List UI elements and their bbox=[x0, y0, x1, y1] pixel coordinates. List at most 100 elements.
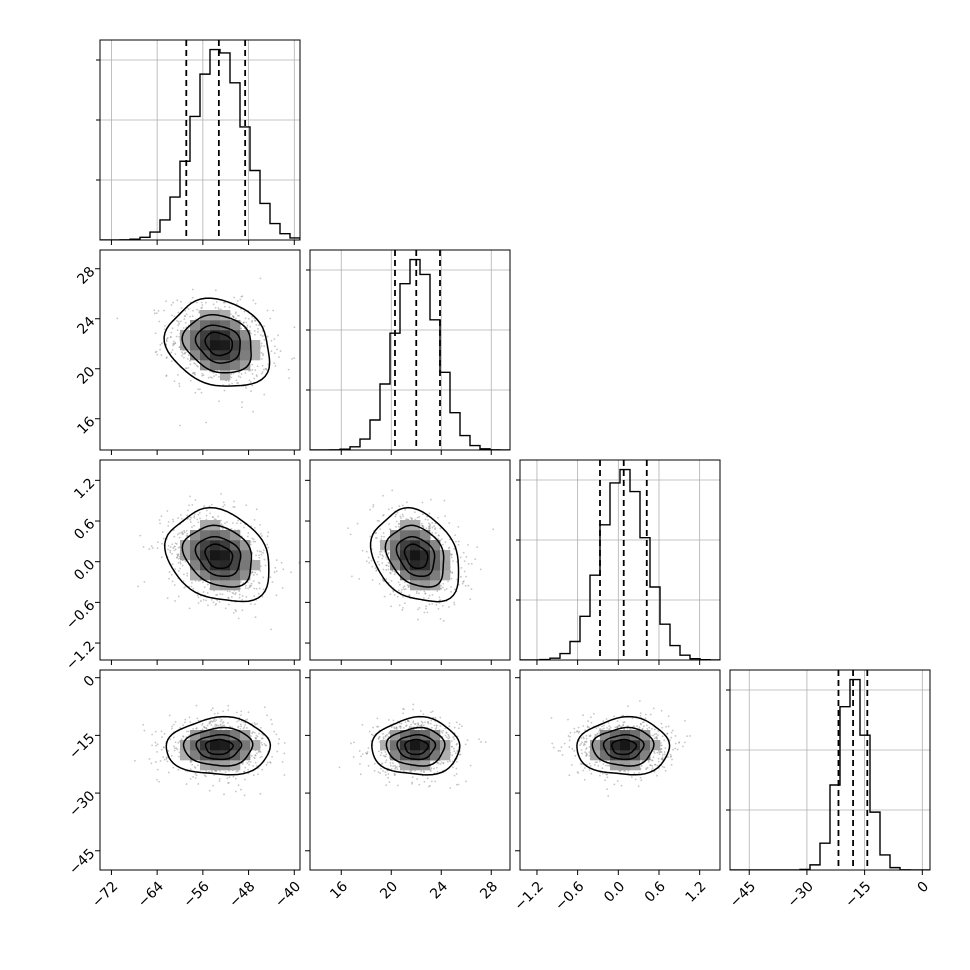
sample-point bbox=[139, 534, 142, 537]
sample-point bbox=[372, 734, 375, 737]
sample-point bbox=[207, 604, 209, 607]
sample-point bbox=[154, 351, 157, 354]
density-cell bbox=[220, 370, 231, 381]
sample-point bbox=[209, 721, 212, 724]
sample-point bbox=[192, 309, 194, 312]
sample-point bbox=[238, 596, 241, 599]
sample-point bbox=[382, 737, 385, 740]
sample-point bbox=[265, 367, 267, 370]
sample-point bbox=[168, 571, 171, 573]
sample-point bbox=[186, 532, 189, 535]
sample-point bbox=[380, 535, 383, 538]
sample-point bbox=[254, 616, 257, 619]
sample-point bbox=[261, 330, 264, 332]
sample-point bbox=[422, 724, 425, 727]
sample-point bbox=[217, 515, 220, 518]
sample-point bbox=[369, 535, 372, 538]
sample-point bbox=[445, 587, 448, 590]
sample-point bbox=[428, 528, 430, 531]
sample-point bbox=[236, 300, 239, 302]
sample-point bbox=[193, 362, 195, 365]
sample-point bbox=[261, 335, 264, 337]
sample-point bbox=[267, 531, 270, 534]
sample-point bbox=[197, 783, 200, 785]
sample-point bbox=[382, 579, 385, 582]
sample-point bbox=[156, 743, 159, 746]
density-cell bbox=[420, 740, 431, 751]
sample-point bbox=[263, 393, 266, 396]
density-cell bbox=[220, 560, 231, 571]
sample-point bbox=[213, 718, 216, 720]
sample-point bbox=[200, 391, 203, 394]
sample-point bbox=[213, 518, 216, 521]
sample-point bbox=[184, 351, 187, 354]
density-cell bbox=[230, 320, 241, 331]
sample-point bbox=[273, 730, 276, 733]
sample-point bbox=[270, 350, 273, 353]
sample-point bbox=[172, 340, 175, 343]
sample-point bbox=[671, 729, 674, 732]
sample-point bbox=[246, 535, 249, 538]
sample-point bbox=[214, 770, 217, 772]
sample-point bbox=[431, 710, 434, 713]
sample-point bbox=[434, 728, 437, 730]
sample-point bbox=[563, 742, 566, 745]
sample-point bbox=[425, 605, 427, 608]
sample-point bbox=[234, 312, 237, 315]
density-cell bbox=[220, 540, 231, 551]
sample-point bbox=[235, 711, 238, 714]
sample-point bbox=[365, 550, 368, 553]
sample-point bbox=[407, 586, 410, 588]
sample-point bbox=[169, 546, 172, 548]
sample-point bbox=[277, 742, 280, 745]
scatter-1-0-contour-0 bbox=[163, 297, 271, 387]
sample-point bbox=[168, 577, 170, 580]
sample-point bbox=[349, 533, 352, 536]
sample-point bbox=[169, 551, 172, 554]
sample-point bbox=[382, 494, 384, 497]
sample-point bbox=[437, 516, 439, 519]
sample-point bbox=[190, 585, 193, 588]
sample-point bbox=[232, 775, 235, 778]
density-cell bbox=[240, 570, 251, 581]
sample-point bbox=[259, 756, 262, 759]
sample-point bbox=[404, 508, 407, 511]
sample-point bbox=[177, 311, 180, 314]
sample-point bbox=[254, 333, 256, 336]
sample-point bbox=[393, 573, 396, 576]
sample-point bbox=[382, 555, 385, 558]
sample-point bbox=[480, 741, 482, 743]
sample-point bbox=[167, 544, 170, 547]
density-cell bbox=[200, 360, 211, 371]
sample-point bbox=[273, 338, 276, 340]
sample-point bbox=[178, 532, 181, 535]
sample-point bbox=[428, 594, 431, 597]
sample-point bbox=[170, 331, 173, 334]
density-cell bbox=[410, 740, 421, 751]
sample-point bbox=[178, 382, 181, 385]
sample-point bbox=[236, 522, 238, 525]
sample-point bbox=[385, 564, 388, 567]
sample-point bbox=[192, 727, 194, 730]
scatter-panel-2-0 bbox=[137, 493, 300, 631]
sample-point bbox=[406, 518, 409, 521]
sample-point bbox=[155, 761, 157, 763]
sample-point bbox=[181, 351, 183, 354]
sample-point bbox=[261, 358, 263, 360]
sample-point bbox=[248, 369, 250, 372]
sample-point bbox=[277, 334, 279, 337]
histogram-panel-2 bbox=[520, 460, 720, 660]
sample-point bbox=[252, 299, 255, 302]
sample-point bbox=[254, 761, 257, 764]
sample-point bbox=[450, 556, 453, 559]
sample-point bbox=[170, 754, 173, 757]
scatter-panel-1-0 bbox=[116, 277, 296, 427]
sample-point bbox=[173, 535, 176, 538]
sample-point bbox=[181, 533, 184, 535]
sample-point bbox=[184, 718, 187, 721]
sample-point bbox=[429, 784, 431, 787]
sample-point bbox=[256, 375, 258, 378]
sample-point bbox=[196, 308, 199, 311]
sample-point bbox=[228, 306, 231, 309]
sample-point bbox=[235, 303, 238, 305]
